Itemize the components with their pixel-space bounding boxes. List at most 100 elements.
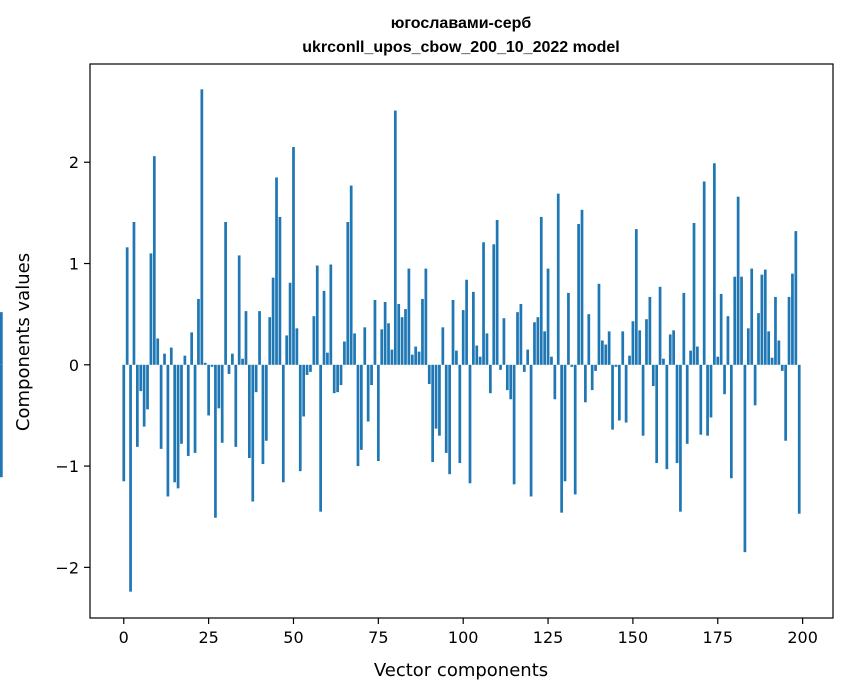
bar-58 — [319, 364, 322, 512]
bar-99 — [458, 364, 462, 464]
bar-76 — [380, 329, 384, 365]
bar-93 — [438, 364, 441, 436]
bar-78 — [387, 323, 390, 365]
bar-165 — [682, 292, 686, 365]
y-tick-label-2: 0 — [69, 356, 79, 375]
bar-95 — [444, 364, 448, 453]
bar-92 — [434, 364, 438, 429]
bar-72 — [366, 364, 370, 422]
bar-94 — [441, 327, 445, 365]
bar-157 — [655, 364, 659, 464]
bar-154 — [645, 319, 648, 365]
bar-40 — [258, 311, 261, 365]
bar-144 — [611, 364, 614, 430]
bar-73 — [370, 364, 373, 386]
bar-128 — [556, 193, 560, 365]
bar-167 — [689, 350, 692, 365]
bar-48 — [285, 335, 289, 365]
bar-172 — [706, 364, 709, 436]
bar-186 — [753, 364, 757, 406]
bar-143 — [607, 331, 611, 365]
bar-174 — [713, 163, 716, 365]
bar-176 — [719, 293, 723, 365]
x-axis-ticks: 0 25 50 75 100 125 150 175 200 — [119, 618, 818, 647]
bar-90 — [427, 364, 431, 385]
bar-14 — [169, 347, 173, 365]
bar-116 — [516, 312, 519, 365]
bar-192 — [774, 296, 777, 365]
bar-67 — [349, 185, 353, 365]
bar-0 — [122, 364, 126, 482]
bar-149 — [628, 355, 631, 365]
bar-189 — [763, 269, 767, 365]
bar-171 — [702, 181, 706, 365]
bar-34 — [237, 255, 241, 365]
x-axis-label: Vector components — [374, 660, 548, 681]
bar-64 — [339, 364, 343, 386]
bar-137 — [587, 314, 591, 365]
bar-126 — [550, 356, 553, 365]
bar-160 — [665, 364, 669, 470]
bar-139 — [594, 364, 597, 371]
bar-117 — [519, 304, 523, 365]
bar-61 — [329, 264, 333, 365]
bar-178 — [726, 316, 730, 365]
bar-177 — [723, 364, 726, 395]
bar-1 — [125, 247, 129, 365]
bar-16 — [176, 364, 180, 489]
bar-200 — [0, 312, 3, 365]
bar-97 — [451, 299, 455, 365]
bar-87 — [417, 351, 421, 365]
bar-103 — [472, 291, 475, 365]
bar-45 — [275, 177, 278, 365]
bar-168 — [692, 223, 696, 365]
bar-198 — [794, 231, 798, 365]
bar-96 — [448, 364, 451, 475]
bar-102 — [468, 364, 472, 484]
y-axis-ticks: −2 −1 0 1 2 — [55, 153, 90, 577]
bar-145 — [614, 364, 618, 367]
bar-169 — [696, 346, 699, 365]
bar-80 — [393, 110, 397, 365]
bar-196 — [787, 296, 791, 365]
bar-39 — [254, 364, 258, 393]
bar-162 — [672, 330, 675, 365]
bar-81 — [397, 304, 401, 365]
bar-115 — [512, 364, 516, 485]
y-tick-label-4: 2 — [69, 153, 79, 172]
bar-135 — [580, 209, 584, 365]
bar-46 — [278, 216, 282, 365]
bar-131 — [567, 292, 570, 365]
bar-122 — [536, 317, 540, 365]
bar-69 — [356, 364, 360, 467]
bar-129 — [560, 364, 563, 513]
bar-150 — [631, 321, 635, 365]
plot-area-frame — [89, 63, 834, 619]
x-tick-label-150: 150 — [618, 628, 649, 647]
bar-52 — [298, 364, 302, 472]
bar-63 — [336, 364, 339, 393]
bar-161 — [668, 334, 672, 365]
y-tick-label-0: −2 — [55, 558, 79, 577]
bar-10 — [156, 338, 160, 365]
bar-83 — [404, 309, 407, 365]
bar-19 — [186, 364, 190, 456]
x-tick-label-75: 75 — [368, 628, 388, 647]
bar-28 — [217, 364, 221, 409]
bar-82 — [400, 317, 404, 365]
bar-109 — [492, 244, 496, 365]
bar-74 — [373, 299, 377, 365]
bar-140 — [597, 283, 601, 365]
bar-181 — [736, 196, 740, 365]
bar-89 — [424, 268, 428, 365]
bar-148 — [624, 364, 628, 423]
bar-32 — [231, 353, 234, 365]
bar-125 — [546, 268, 550, 365]
bar-153 — [641, 364, 645, 436]
bar-12 — [163, 353, 166, 365]
bar-112 — [502, 318, 506, 365]
bar-136 — [584, 364, 587, 403]
bar-5 — [139, 364, 143, 392]
bar-71 — [363, 327, 367, 365]
